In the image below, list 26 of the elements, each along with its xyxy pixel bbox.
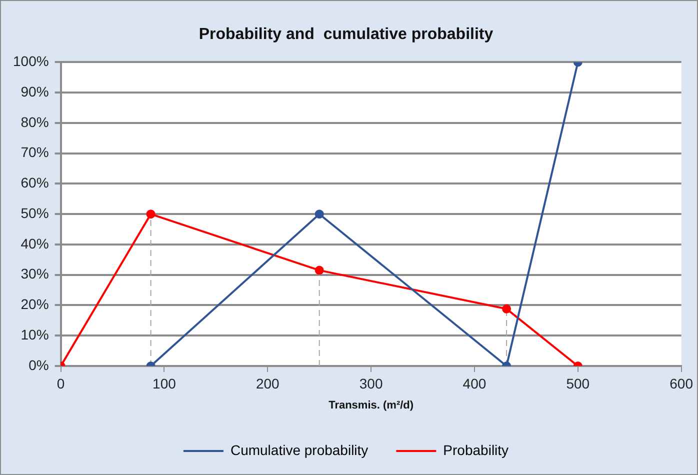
legend-label: Cumulative probability [230, 442, 368, 458]
x-tick-label: 0 [56, 375, 65, 392]
y-tick-label: 70% [20, 144, 49, 160]
y-tick-label: 20% [20, 296, 49, 312]
y-tick-label: 40% [20, 235, 49, 252]
y-tick-label: 50% [20, 204, 49, 221]
x-tick-label: 200 [256, 375, 280, 392]
point [502, 304, 512, 314]
legend-label: Probability [443, 442, 509, 458]
y-tick-label: 100% [12, 53, 49, 70]
point [146, 210, 156, 219]
point [314, 266, 324, 275]
chart-title: Probability and cumulative probability [198, 26, 494, 44]
y-tick-label: 60% [20, 174, 49, 191]
y-tick-label: 90% [20, 83, 49, 100]
x-tick-label: 100 [152, 375, 176, 392]
point [314, 210, 324, 219]
x-axis-title: Transmis. (m²/d) [328, 399, 414, 412]
y-tick-label: 10% [20, 326, 49, 342]
x-tick-label: 600 [670, 375, 694, 392]
x-tick-label: 400 [462, 375, 486, 392]
y-tick-label: 30% [20, 266, 49, 282]
y-tick-label: 80% [20, 114, 49, 130]
y-tick-label: 0% [28, 356, 49, 373]
x-tick-label: 300 [359, 375, 383, 392]
x-tick-label: 500 [566, 375, 590, 392]
